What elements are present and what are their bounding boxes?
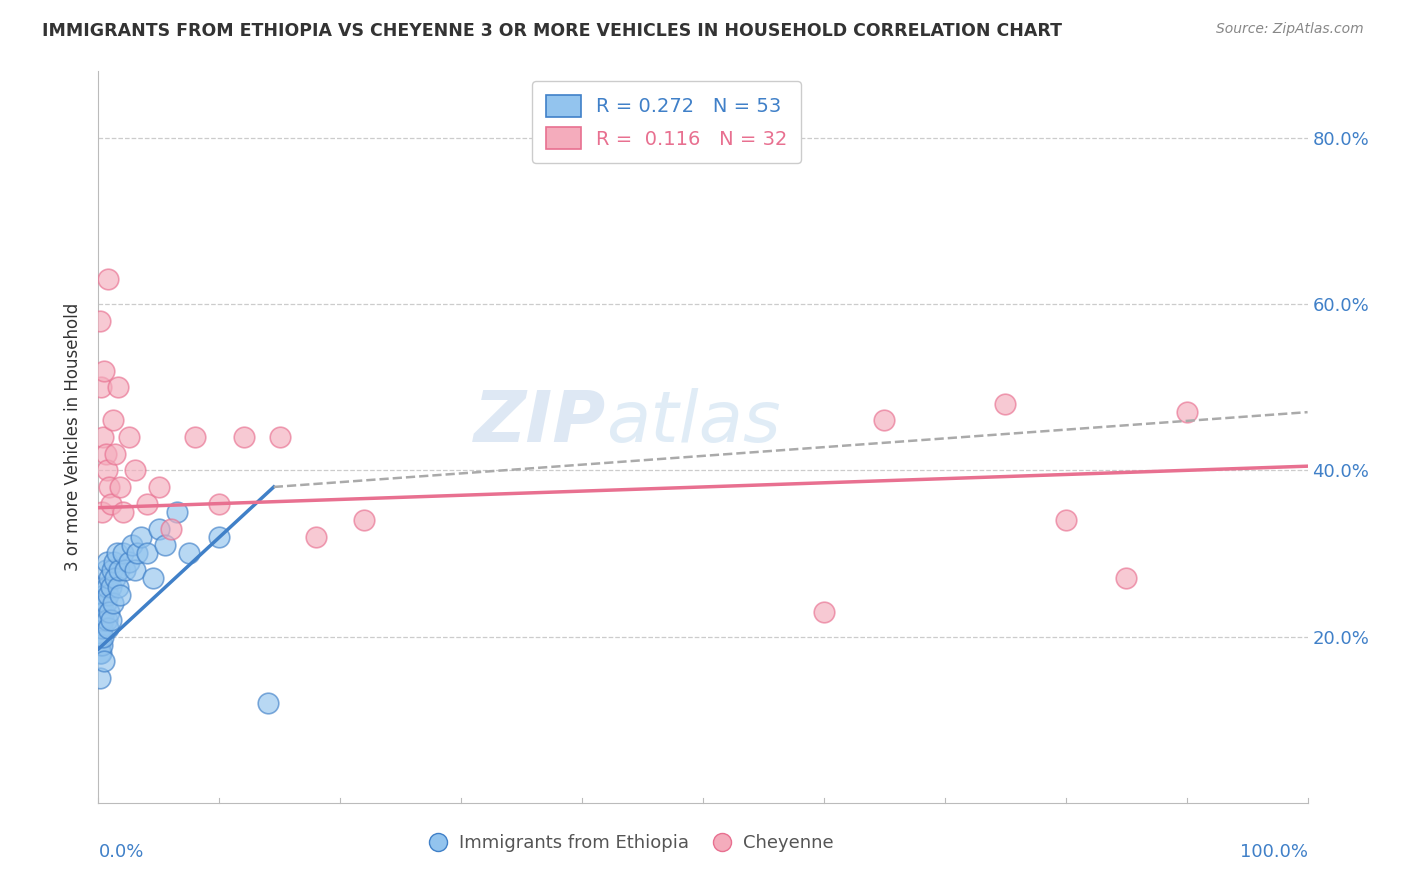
Point (90, 646, 112, 660)
Point (97, 272, 120, 286)
Point (153, 538, 176, 552)
Point (94, 596, 117, 610)
Point (100, 497, 122, 511)
Legend: Immigrants from Ethiopia, Cheyenne: Immigrants from Ethiopia, Cheyenne (419, 827, 841, 860)
Point (107, 380, 129, 394)
Point (256, 696, 278, 710)
Point (208, 497, 231, 511)
Point (305, 530, 328, 544)
Point (114, 563, 136, 577)
Point (105, 546, 128, 560)
Point (97, 588, 120, 602)
Text: 100.0%: 100.0% (1240, 843, 1308, 861)
Point (91, 505, 114, 519)
Point (1115, 571, 1137, 585)
Point (89, 646, 111, 660)
Point (269, 430, 291, 444)
Point (813, 605, 835, 619)
Point (108, 480, 131, 494)
Point (107, 580, 129, 594)
Point (118, 555, 141, 569)
Point (108, 588, 131, 602)
Point (91, 613, 114, 627)
Point (129, 530, 152, 544)
Point (91, 596, 114, 610)
Point (166, 505, 188, 519)
Point (142, 571, 165, 585)
Point (148, 480, 170, 494)
Point (148, 521, 170, 535)
Point (208, 530, 231, 544)
Point (101, 596, 124, 610)
Point (89, 671, 111, 685)
Point (184, 430, 207, 444)
Point (96, 555, 118, 569)
Point (91, 621, 114, 635)
Point (103, 555, 125, 569)
Point (93, 588, 115, 602)
Point (93, 605, 115, 619)
Text: Source: ZipAtlas.com: Source: ZipAtlas.com (1216, 22, 1364, 37)
Point (91, 580, 114, 594)
Point (98, 605, 121, 619)
Point (94, 447, 117, 461)
Point (96, 463, 118, 477)
Point (135, 546, 157, 560)
Point (1175, 405, 1198, 419)
Point (89, 638, 111, 652)
Point (353, 513, 375, 527)
Point (104, 447, 127, 461)
Point (91, 638, 114, 652)
Point (90, 380, 112, 394)
Point (100, 613, 122, 627)
Point (91, 630, 114, 644)
Text: 0.0%: 0.0% (98, 843, 143, 861)
Text: ZIP: ZIP (474, 388, 606, 457)
Point (104, 571, 127, 585)
Point (124, 563, 146, 577)
Point (127, 546, 149, 560)
Point (91, 430, 114, 444)
Point (100, 580, 122, 594)
Point (873, 413, 896, 427)
Point (111, 546, 134, 560)
Point (994, 397, 1017, 411)
Point (90, 613, 112, 627)
Point (179, 546, 201, 560)
Point (96, 613, 118, 627)
Point (108, 563, 131, 577)
Point (98, 571, 121, 585)
Point (135, 497, 157, 511)
Point (89, 621, 111, 635)
Point (121, 538, 143, 552)
Point (97, 621, 120, 635)
Text: atlas: atlas (606, 388, 780, 457)
Point (96, 580, 118, 594)
Point (98, 480, 121, 494)
Point (1054, 513, 1077, 527)
Point (90, 605, 112, 619)
Point (232, 430, 254, 444)
Point (89, 314, 111, 328)
Point (111, 505, 134, 519)
Point (89, 630, 111, 644)
Point (160, 521, 183, 535)
Point (118, 430, 141, 444)
Y-axis label: 3 or more Vehicles in Household: 3 or more Vehicles in Household (65, 303, 83, 571)
Point (100, 563, 122, 577)
Point (94, 563, 117, 577)
Point (89, 613, 111, 627)
Point (124, 463, 146, 477)
Point (93, 363, 115, 377)
Text: IMMIGRANTS FROM ETHIOPIA VS CHEYENNE 3 OR MORE VEHICLES IN HOUSEHOLD CORRELATION: IMMIGRANTS FROM ETHIOPIA VS CHEYENNE 3 O… (42, 22, 1062, 40)
Point (101, 413, 124, 427)
Point (90, 630, 112, 644)
Point (93, 655, 115, 669)
